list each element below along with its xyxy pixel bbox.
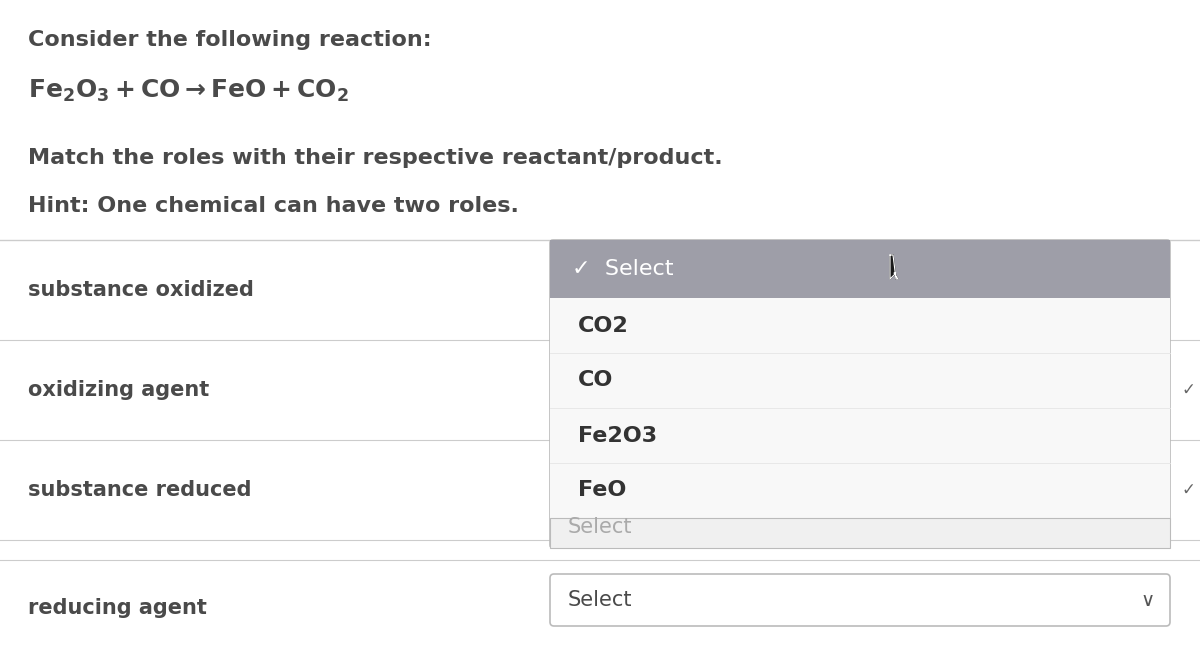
Text: Select: Select <box>568 517 632 537</box>
Text: Hint: One chemical can have two roles.: Hint: One chemical can have two roles. <box>28 196 518 216</box>
Bar <box>550 353 1170 408</box>
Text: oxidizing agent: oxidizing agent <box>28 380 209 400</box>
Text: ⬆: ⬆ <box>880 260 894 278</box>
Text: ∨: ∨ <box>1141 590 1156 610</box>
Bar <box>550 463 1170 518</box>
Text: ✓: ✓ <box>1181 481 1195 499</box>
Text: ✓  Select: ✓ Select <box>572 259 673 279</box>
Text: Select: Select <box>568 590 632 610</box>
Text: Fe2O3: Fe2O3 <box>578 426 658 446</box>
Text: FeO: FeO <box>578 481 626 500</box>
Text: Consider the following reaction:: Consider the following reaction: <box>28 30 432 50</box>
Text: substance oxidized: substance oxidized <box>28 280 254 300</box>
Polygon shape <box>890 255 898 279</box>
Bar <box>550 298 1170 353</box>
Bar <box>550 408 1170 463</box>
Bar <box>550 240 1170 298</box>
Text: $\mathbf{Fe_2O_3 + CO \rightarrow FeO + CO_2}$: $\mathbf{Fe_2O_3 + CO \rightarrow FeO + … <box>28 78 349 104</box>
Text: substance reduced: substance reduced <box>28 480 252 500</box>
FancyBboxPatch shape <box>550 574 1170 626</box>
Text: CO: CO <box>578 371 613 391</box>
FancyBboxPatch shape <box>550 240 1170 548</box>
Text: ✓: ✓ <box>1181 381 1195 399</box>
Text: CO2: CO2 <box>578 316 629 336</box>
Text: Match the roles with their respective reactant/product.: Match the roles with their respective re… <box>28 148 722 168</box>
Bar <box>550 518 1170 548</box>
Text: reducing agent: reducing agent <box>28 598 206 618</box>
